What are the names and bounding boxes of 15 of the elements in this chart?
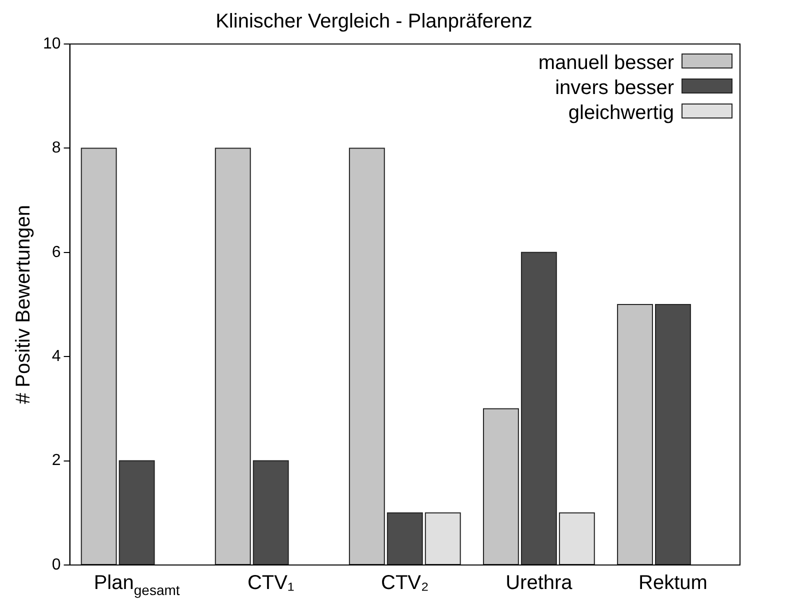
y-axis-title: # Positiv Bewertungen <box>12 204 35 404</box>
x-tick-label: CTV₁ <box>247 572 294 594</box>
y-tick-label: 4 <box>52 348 61 366</box>
chart-title: Klinischer Vergleich - Planpräferenz <box>216 10 532 33</box>
legend-label: invers besser <box>555 77 674 99</box>
x-tick-label: CTV₂ <box>381 572 429 594</box>
y-tick-label: 10 <box>43 35 61 52</box>
y-tick-label: 2 <box>52 452 61 470</box>
x-tick-label: Urethra <box>506 572 574 594</box>
y-tick-label: 8 <box>52 140 61 157</box>
y-tick-label: 6 <box>52 244 61 261</box>
x-tick-label: Rektum <box>638 572 708 594</box>
legend-label: gleichwertig <box>568 102 674 124</box>
y-tick-label: 0 <box>52 556 61 574</box>
legend-label: manuell besser <box>538 52 674 74</box>
